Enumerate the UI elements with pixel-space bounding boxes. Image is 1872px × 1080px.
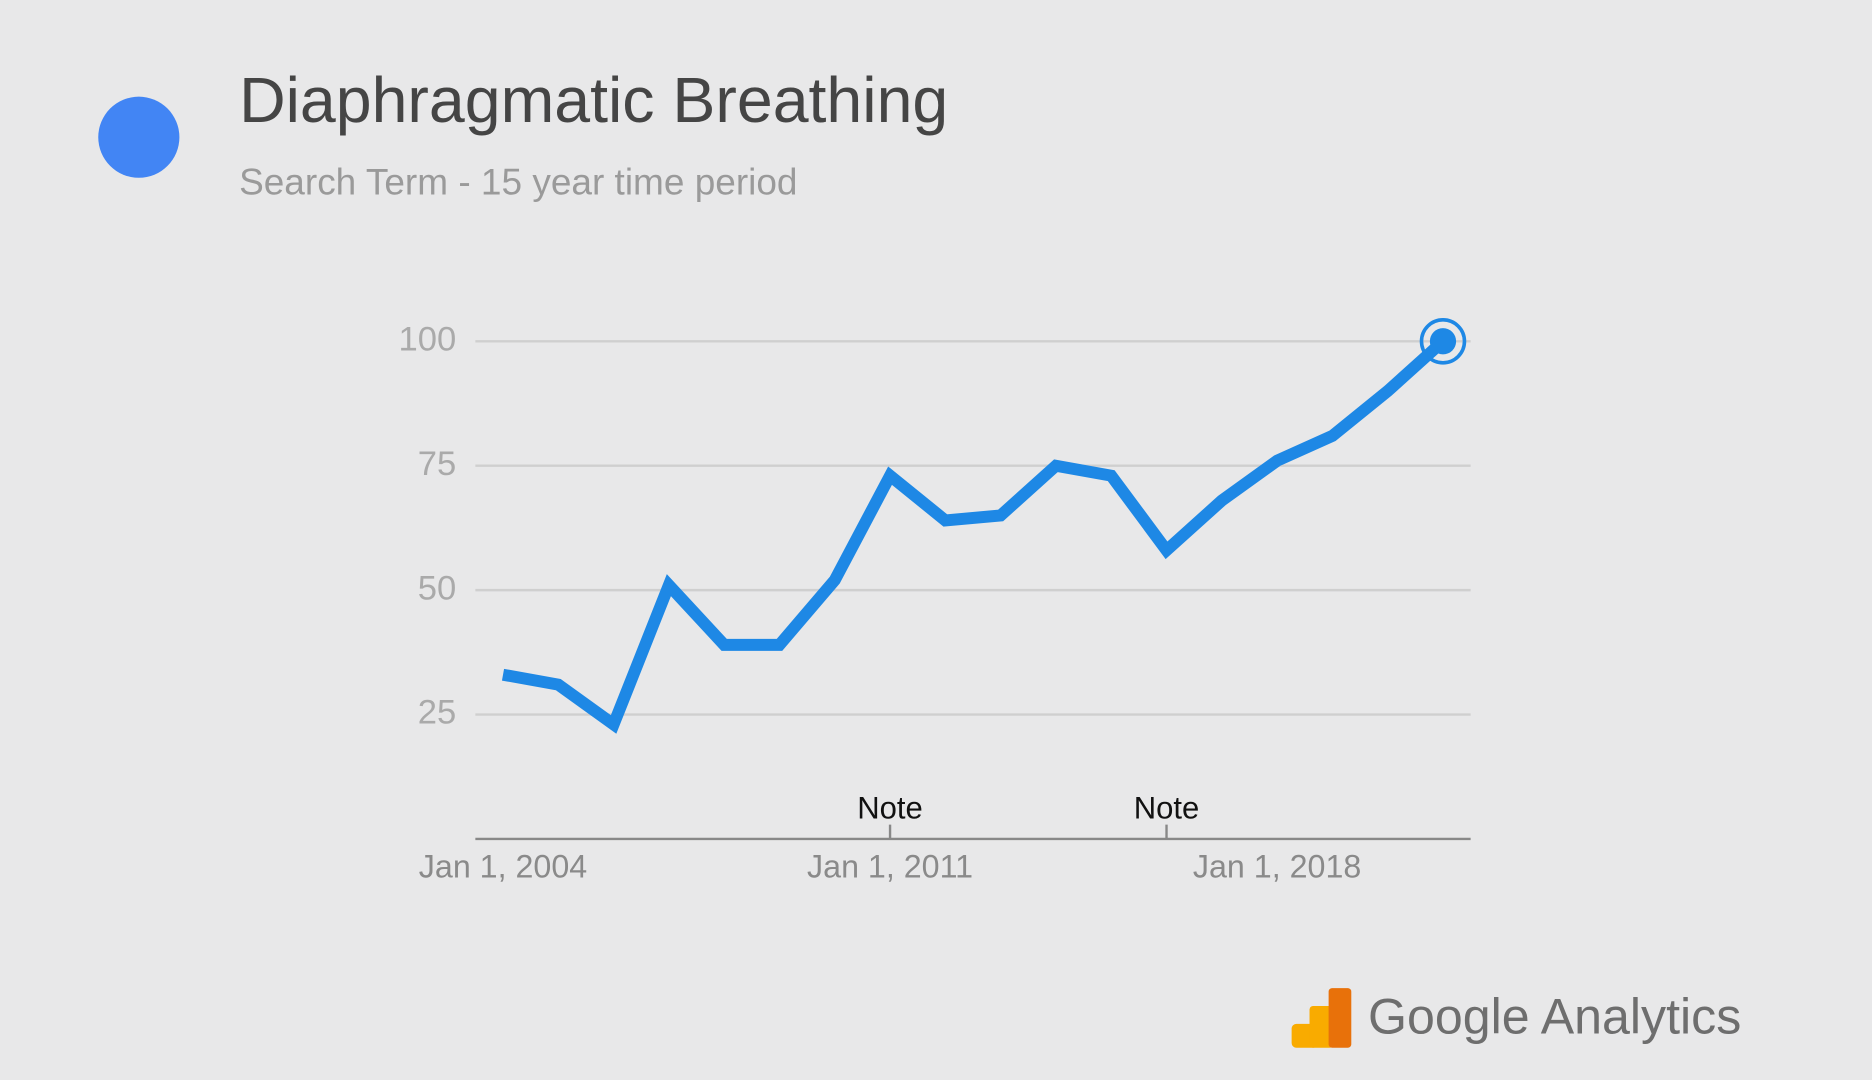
legend-dot	[98, 96, 180, 178]
branding: Google Analytics	[1368, 989, 1741, 1045]
logo-bar	[1309, 1006, 1334, 1048]
y-tick-label: 25	[418, 694, 456, 732]
end-marker-ring	[1419, 318, 1467, 365]
x-tick-label: Jan 1, 2018	[1193, 848, 1361, 884]
analytics-logo	[1291, 988, 1352, 1048]
chart-subtitle: Search Term - 15 year time period	[239, 162, 797, 203]
y-tick-label: 50	[418, 569, 456, 607]
x-tick-label: Jan 1, 2004	[419, 848, 587, 884]
chart-title: Diaphragmatic Breathing	[239, 64, 948, 136]
y-tick-label: 75	[418, 445, 456, 483]
y-tick-label: 100	[399, 320, 457, 358]
series-line	[501, 336, 1447, 734]
end-marker	[1429, 328, 1457, 355]
annotation: Note	[1134, 790, 1200, 825]
logo-bar	[1328, 988, 1352, 1048]
x-tick-label: Jan 1, 2011	[807, 848, 973, 884]
annotation: Note	[857, 790, 923, 825]
